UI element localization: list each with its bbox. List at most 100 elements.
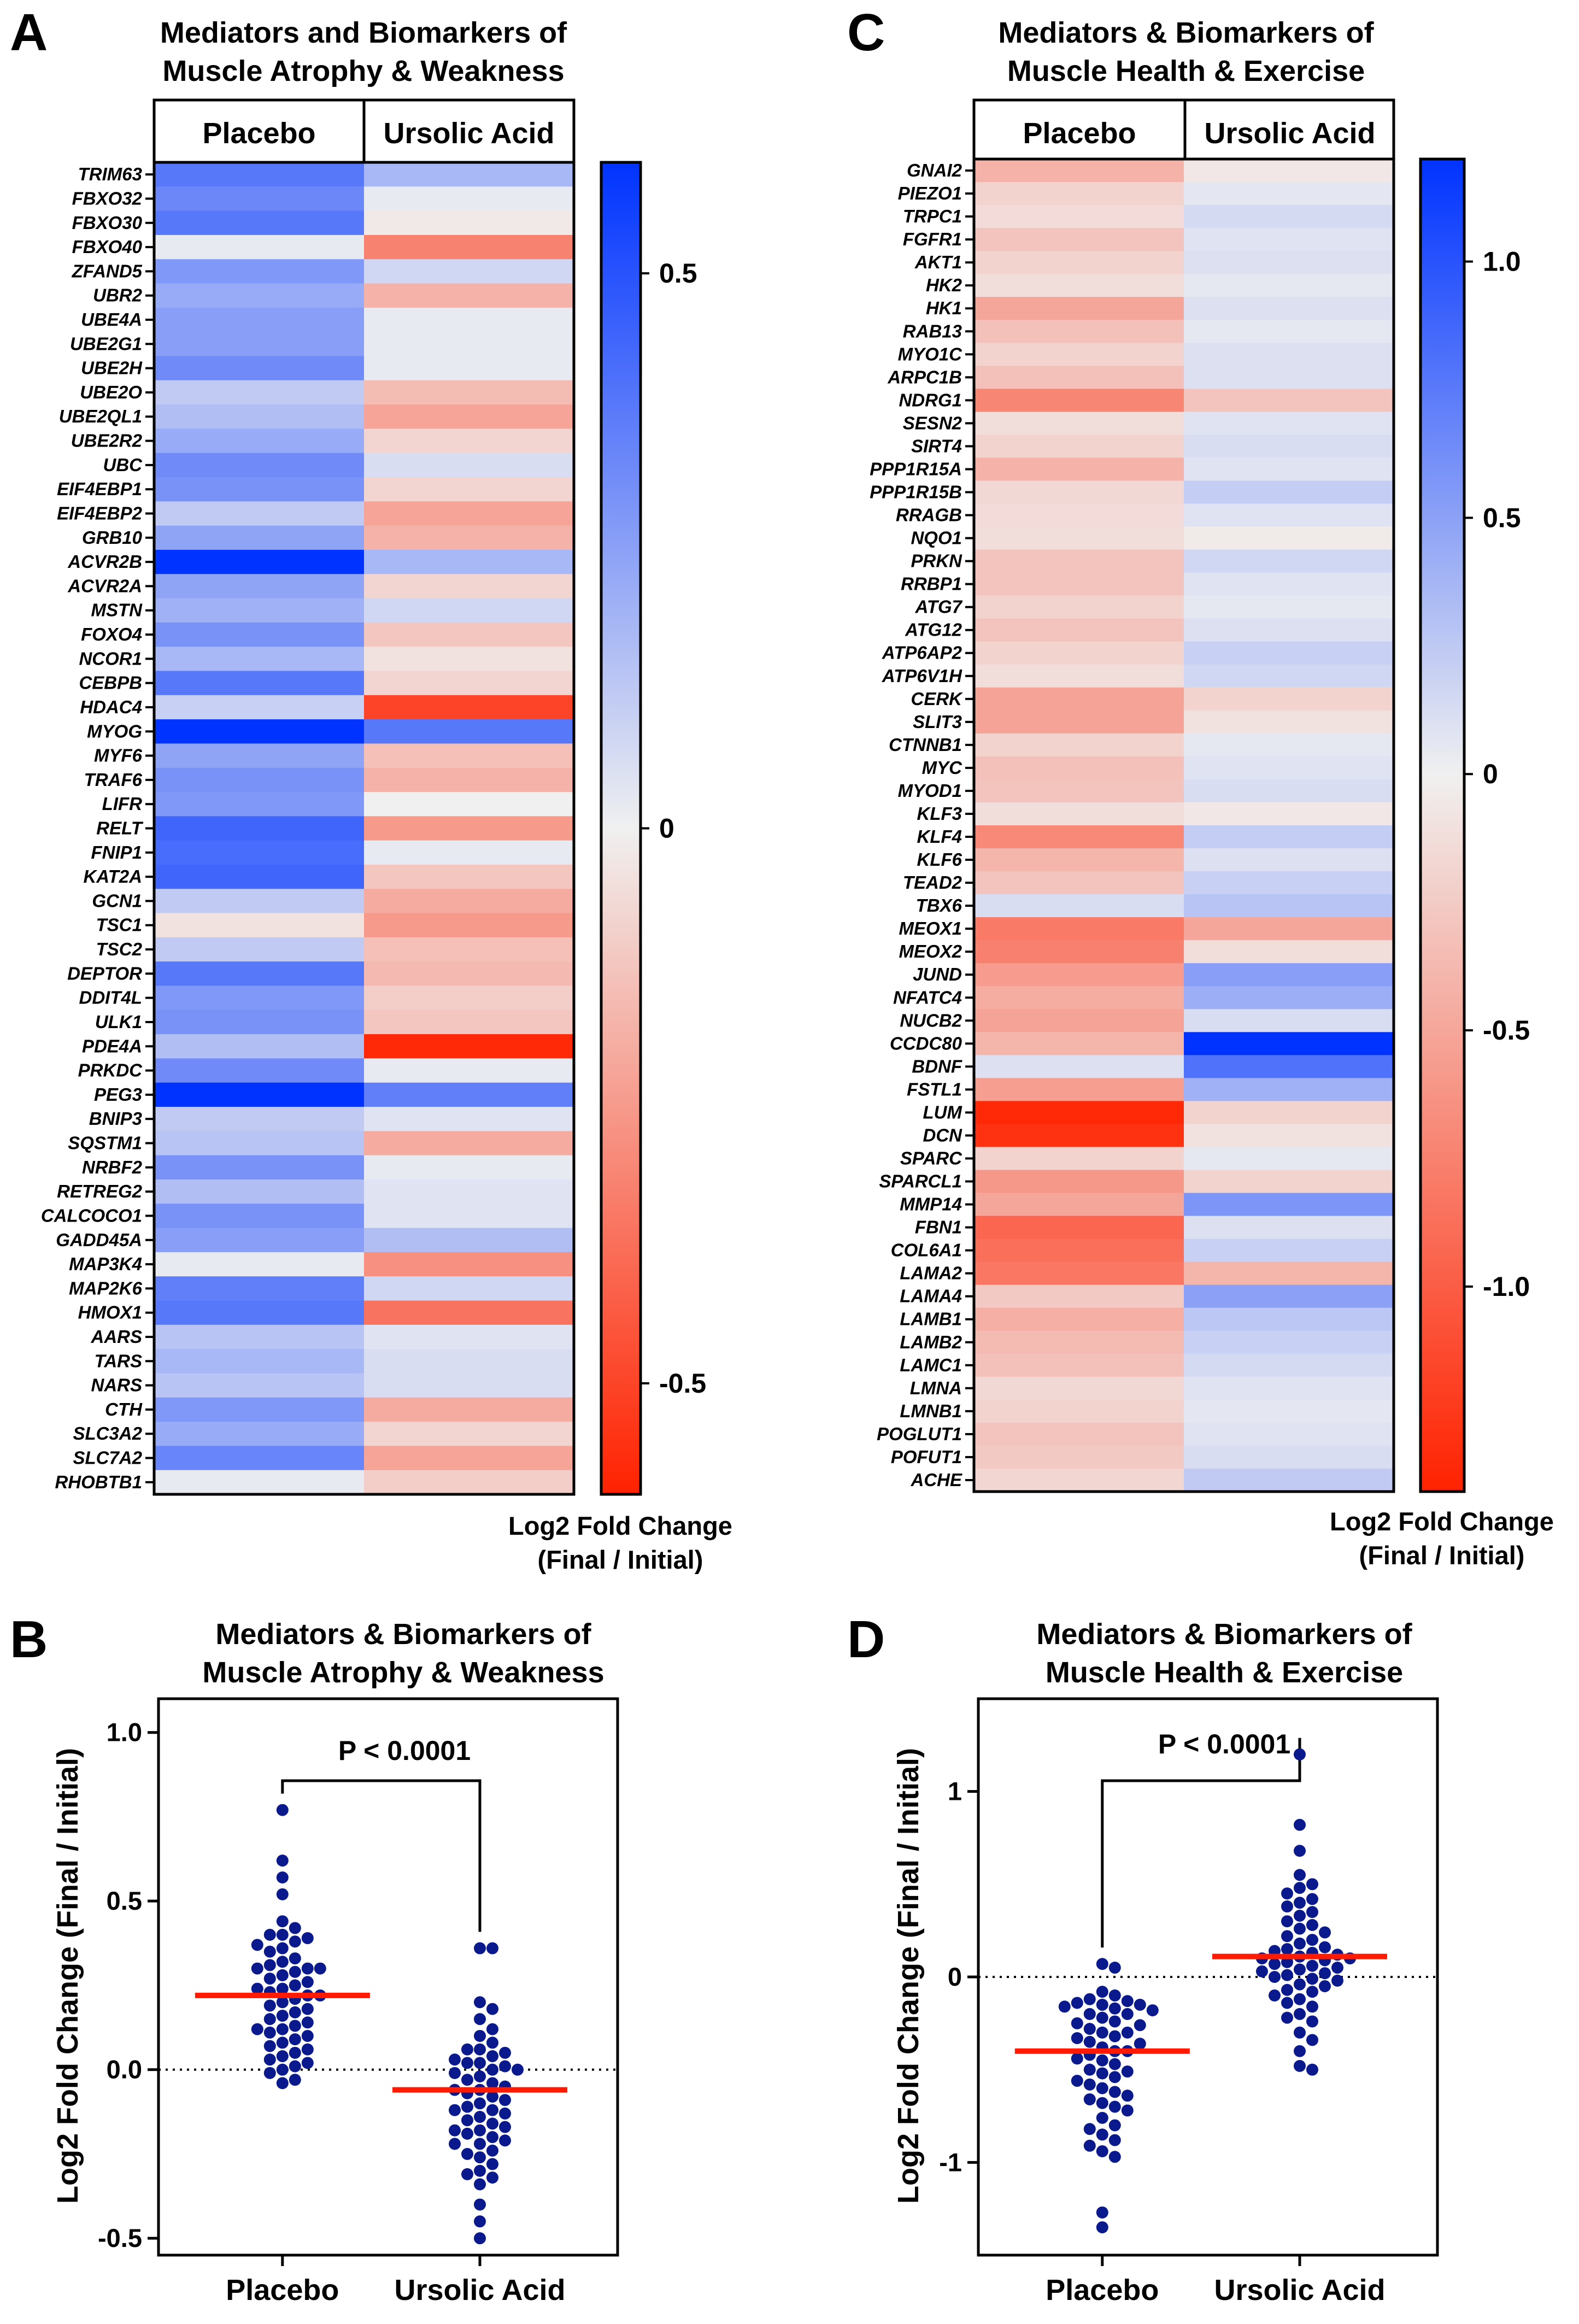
scatter-b-point-ursolic: [474, 2057, 486, 2069]
gene-label-gcn1: GCN1: [92, 890, 142, 911]
heatmap-c-cell-meox1-placebo: [974, 917, 1184, 941]
scatter-b-point-ursolic: [474, 2124, 486, 2137]
heatmap-c-cell-hk1-ursolic: [1184, 297, 1394, 320]
scatter-d-point-placebo: [1071, 2032, 1083, 2044]
heatmap-c-cell-nucb2-ursolic: [1184, 1009, 1394, 1032]
heatmap-c-cell-lamc1-placebo: [974, 1353, 1184, 1377]
heatmap-a-cell-bnip3-ursolic: [364, 1107, 574, 1131]
heatmap-a-cell-relt-placebo: [154, 816, 365, 841]
scatter-d-point-placebo: [1108, 1962, 1121, 1974]
panel-a: A Mediators and Biomarkers of Muscle Atr…: [10, 3, 732, 1574]
heatmap-c-cell-akt1-placebo: [974, 251, 1184, 274]
scatter-b-point-placebo: [276, 1871, 289, 1883]
scatter-d-point-ursolic: [1306, 1878, 1318, 1891]
gene-label-fbn1: FBN1: [915, 1217, 962, 1237]
heatmap-a-cell-ube4a-ursolic: [364, 307, 574, 332]
scatter-d-category-label: Ursolic Acid: [1214, 2274, 1385, 2307]
scatter-b-point-ursolic: [474, 1942, 486, 1955]
panel-d: D Mediators & Biomarkers of Muscle Healt…: [847, 1610, 1439, 2307]
heatmap-c-cell-lamc1-ursolic: [1184, 1353, 1394, 1377]
gene-label-fbxo30: FBXO30: [72, 213, 143, 233]
scatter-b-point-ursolic: [499, 2134, 511, 2147]
gene-label-ube2h: UBE2H: [81, 358, 143, 378]
heatmap-c-cell-nfatc4-ursolic: [1184, 986, 1394, 1010]
heatmap-c-cell-slit3-ursolic: [1184, 710, 1394, 734]
heatmap-c-cell-atp6ap2-ursolic: [1184, 641, 1394, 665]
colorbar-c-tick-label: 0.5: [1483, 502, 1521, 533]
gene-label-lamc1: LAMC1: [900, 1355, 962, 1375]
colorbar-c-tick-label: -1.0: [1483, 1271, 1530, 1302]
scatter-d-point-ursolic: [1294, 1993, 1306, 2005]
scatter-b-point-ursolic: [486, 2003, 498, 2015]
gene-label-deptor: DEPTOR: [67, 963, 142, 983]
heatmap-a-cell-cth-ursolic: [364, 1397, 574, 1422]
heatmap-a-cell-eif4ebp2-placebo: [154, 501, 365, 526]
heatmap-c-cell-atp6v1h-ursolic: [1184, 664, 1394, 688]
heatmap-c-cell-tead2-ursolic: [1184, 871, 1394, 895]
heatmap-c-cell-col6a1-placebo: [974, 1239, 1184, 1263]
heatmap-a-cell-hdac4-ursolic: [364, 695, 574, 720]
scatter-b-point-ursolic: [499, 2060, 511, 2073]
scatter-b-point-ursolic: [486, 2131, 498, 2144]
scatter-b-ytick-label: 0.0: [107, 2055, 142, 2084]
gene-label-bnip3: BNIP3: [89, 1108, 142, 1129]
heatmap-a-cell-cth-placebo: [154, 1397, 365, 1422]
heatmap-a-cell-ulk1-ursolic: [364, 1010, 574, 1035]
heatmap-a-cell-myf6-placebo: [154, 743, 365, 768]
heatmap-a-cell-traf6-ursolic: [364, 767, 574, 793]
heatmap-c-cell-myo1c-placebo: [974, 343, 1184, 366]
gene-label-lamb2: LAMB2: [900, 1332, 962, 1352]
gene-label-trpc1: TRPC1: [903, 206, 962, 226]
gene-label-nrbf2: NRBF2: [82, 1157, 143, 1177]
heatmap-a-cell-rhobtb1-ursolic: [364, 1470, 574, 1495]
heatmap-a-cell-ube2r2-ursolic: [364, 429, 574, 454]
heatmap-a-cell-hmox1-placebo: [154, 1300, 365, 1325]
heatmap-c-cell-col6a1-ursolic: [1184, 1239, 1394, 1263]
scatter-b-point-placebo: [289, 2006, 301, 2018]
gene-label-hk2: HK2: [926, 275, 962, 295]
heatmap-c-cell-atg12-ursolic: [1184, 618, 1394, 642]
scatter-b-point-ursolic: [486, 2158, 498, 2170]
gene-label-klf6: KLF6: [917, 849, 962, 870]
heatmap-a-cell-ncor1-ursolic: [364, 647, 574, 671]
scatter-d-point-ursolic: [1319, 1926, 1331, 1939]
scatter-b-point-ursolic: [474, 2070, 486, 2083]
scatter-d-point-ursolic: [1294, 1897, 1306, 1909]
heatmap-a-title-line1: Mediators and Biomarkers of: [160, 16, 567, 49]
heatmap-a-col-ursolic: Ursolic Acid: [383, 117, 554, 150]
scatter-b-point-ursolic: [512, 2063, 524, 2076]
scatter-d-point-placebo: [1083, 2093, 1096, 2105]
gene-label-ube2ql1: UBE2QL1: [59, 406, 142, 426]
scatter-d-point-placebo: [1083, 2008, 1096, 2020]
scatter-d-point-placebo: [1083, 2078, 1096, 2091]
heatmap-c-cell-myc-ursolic: [1184, 756, 1394, 780]
colorbar-a: [600, 161, 642, 1496]
heatmap-a-cell-bnip3-placebo: [154, 1107, 365, 1131]
heatmap-c-frame: [972, 157, 1395, 1493]
scatter-b-point-placebo: [276, 1996, 289, 2009]
scatter-d-point-ursolic: [1306, 1918, 1318, 1931]
scatter-b-point-ursolic: [499, 2046, 511, 2059]
gene-label-mstn: MSTN: [91, 600, 143, 620]
gene-label-map3k4: MAP3K4: [69, 1254, 142, 1274]
scatter-d-point-placebo: [1108, 2086, 1121, 2098]
heatmap-a-cell-gadd45a-placebo: [154, 1228, 365, 1253]
gene-label-fstl1: FSTL1: [907, 1079, 962, 1099]
scatter-b-point-placebo: [276, 2023, 289, 2035]
heatmap-a-cell-fbxo30-placebo: [154, 210, 365, 236]
heatmap-a-cell-prkdc-ursolic: [364, 1058, 574, 1083]
scatter-d-point-ursolic: [1294, 1978, 1306, 1991]
heatmap-a-cell-fnip1-ursolic: [364, 840, 574, 865]
heatmap-c-cell-jund-ursolic: [1184, 963, 1394, 987]
gene-label-prkdc: PRKDC: [78, 1060, 143, 1081]
heatmap-c-cell-lama4-ursolic: [1184, 1284, 1394, 1308]
gene-label-jund: JUND: [913, 964, 962, 984]
scatter-d-point-placebo: [1096, 2097, 1108, 2109]
heatmap-a-cell-ube2g1-ursolic: [364, 332, 574, 356]
scatter-b-point-placebo: [276, 1928, 289, 1941]
gene-label-trim63: TRIM63: [78, 164, 142, 184]
scatter-b-point-ursolic: [474, 2164, 486, 2177]
scatter-b-point-placebo: [301, 1962, 314, 1975]
scatter-b-title-line1: Mediators & Biomarkers of: [215, 1618, 591, 1651]
scatter-d-point-ursolic: [1269, 1971, 1281, 1983]
